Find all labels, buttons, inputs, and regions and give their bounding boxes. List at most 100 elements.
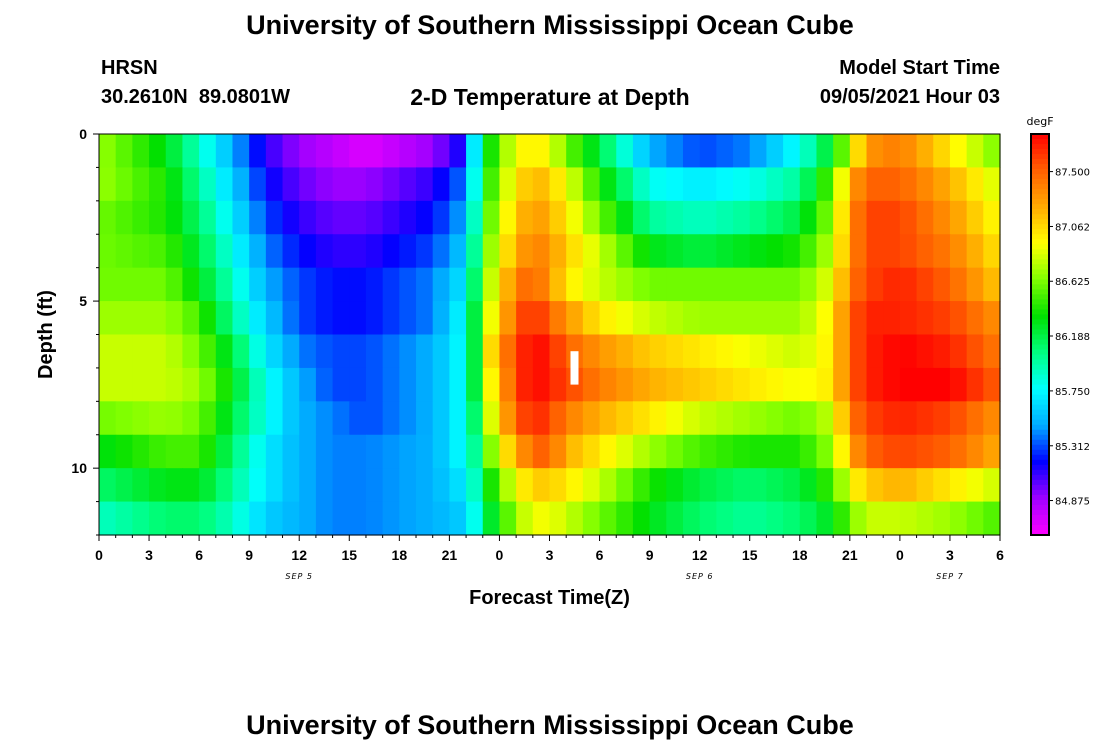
y-tick-label: 0 xyxy=(79,126,87,142)
heatmap-cell xyxy=(232,234,250,269)
heatmap-cell xyxy=(666,501,684,536)
heatmap-cell xyxy=(766,401,784,436)
heatmap-cell xyxy=(115,401,133,436)
heatmap-cell xyxy=(699,334,717,369)
colorbar-swatch xyxy=(1031,339,1049,346)
heatmap-cell xyxy=(749,267,768,302)
heatmap-cell xyxy=(632,468,651,503)
heatmap-cell xyxy=(332,434,350,469)
heatmap-cell xyxy=(632,401,651,436)
heatmap-cell xyxy=(466,167,484,202)
heatmap-cell xyxy=(149,167,167,202)
heatmap-cell xyxy=(866,434,884,469)
heatmap-cell xyxy=(365,501,384,536)
heatmap-cell xyxy=(282,234,300,269)
heatmap-cell xyxy=(716,367,734,402)
colorbar-swatch xyxy=(1031,319,1049,326)
heatmap-cell xyxy=(966,167,984,202)
heatmap-cell xyxy=(365,334,384,369)
heatmap-cell xyxy=(733,267,751,302)
heatmap-cell xyxy=(499,434,517,469)
heatmap-cell xyxy=(599,167,617,202)
heatmap-cell xyxy=(165,468,184,503)
heatmap-cell xyxy=(365,401,384,436)
heatmap-cell xyxy=(265,468,284,503)
heatmap-cell xyxy=(115,167,133,202)
heatmap-cell xyxy=(115,301,133,336)
heatmap-cell xyxy=(449,367,467,402)
heatmap-cell xyxy=(933,200,951,235)
heatmap-cell xyxy=(666,267,684,302)
heatmap-cell xyxy=(449,334,467,369)
x-date-label: SEP 6 xyxy=(686,572,714,581)
heatmap-cell xyxy=(365,200,384,235)
heatmap-cell xyxy=(232,367,250,402)
heatmap-cell xyxy=(949,267,968,302)
heatmap-cell xyxy=(199,167,217,202)
colorbar-swatch xyxy=(1031,294,1049,301)
heatmap-cell xyxy=(649,167,667,202)
heatmap-cell xyxy=(382,167,400,202)
x-tick-label: 15 xyxy=(742,547,758,563)
heatmap-cell xyxy=(899,334,918,369)
colorbar-swatch xyxy=(1031,229,1049,235)
heatmap-cell xyxy=(282,167,300,202)
heatmap-cell xyxy=(132,434,150,469)
heatmap-cell xyxy=(799,200,818,235)
heatmap-cell xyxy=(983,301,1001,336)
heatmap-cell xyxy=(232,501,250,536)
heatmap-cell xyxy=(282,501,300,536)
colorbar-tick-label: 84.875 xyxy=(1055,497,1090,508)
heatmap-cell xyxy=(466,200,484,235)
heatmap-cell xyxy=(799,267,818,302)
heatmap-cell xyxy=(766,501,784,536)
heatmap-cell xyxy=(899,267,918,302)
heatmap-cell xyxy=(549,367,567,402)
heatmap-cell xyxy=(666,434,684,469)
heatmap-cell xyxy=(382,134,400,169)
heatmap-cell xyxy=(282,367,300,402)
heatmap-cell xyxy=(99,200,117,235)
heatmap-cell xyxy=(716,200,734,235)
heatmap-cell xyxy=(766,267,784,302)
heatmap-cell xyxy=(132,301,150,336)
heatmap-cell xyxy=(833,234,851,269)
heatmap-cell xyxy=(532,167,551,202)
heatmap-cell xyxy=(983,401,1001,436)
heatmap-cell xyxy=(849,167,868,202)
colorbar-swatch xyxy=(1031,399,1049,406)
heatmap-cell xyxy=(315,234,334,269)
heatmap-cell xyxy=(399,501,417,536)
colorbar-swatch xyxy=(1031,474,1049,481)
heatmap-cell xyxy=(416,134,434,169)
heatmap-cell xyxy=(182,401,200,436)
heatmap-cell xyxy=(799,468,818,503)
heatmap-cell xyxy=(582,167,601,202)
heatmap-cell xyxy=(899,401,918,436)
heatmap-cell xyxy=(115,501,133,536)
heatmap-cell xyxy=(532,301,551,336)
heatmap-cell xyxy=(365,234,384,269)
heatmap-cell xyxy=(165,234,184,269)
heatmap-cell xyxy=(265,267,284,302)
heatmap-cell xyxy=(349,234,367,269)
heatmap-cell xyxy=(599,367,617,402)
heatmap-cell xyxy=(315,401,334,436)
heatmap-cell xyxy=(666,334,684,369)
heatmap-cell xyxy=(499,401,517,436)
heatmap-cell xyxy=(399,267,417,302)
heatmap-cell xyxy=(199,267,217,302)
heatmap-cell xyxy=(799,367,818,402)
heatmap-cell xyxy=(849,267,868,302)
heatmap-cell xyxy=(799,434,818,469)
heatmap-cell xyxy=(599,301,617,336)
heatmap-cell xyxy=(799,167,818,202)
heatmap-cell xyxy=(466,401,484,436)
colorbar-swatch xyxy=(1031,279,1049,285)
colorbar-swatch xyxy=(1031,259,1049,265)
heatmap-cell xyxy=(466,267,484,302)
heatmap-cell xyxy=(332,334,350,369)
heatmap-cell xyxy=(182,468,200,503)
heatmap-cell xyxy=(649,501,667,536)
heatmap-cell xyxy=(382,301,400,336)
